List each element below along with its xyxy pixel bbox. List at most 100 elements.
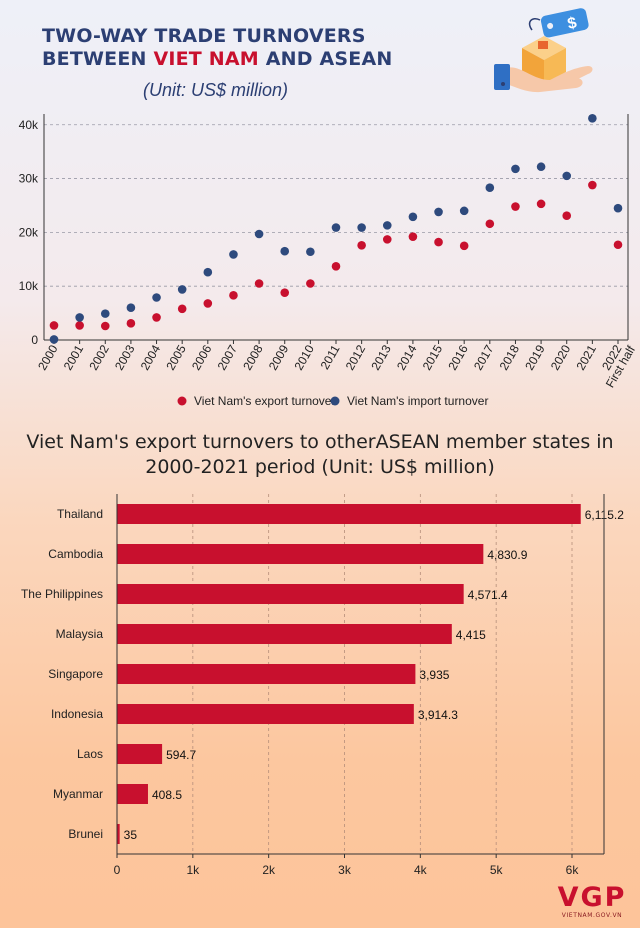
bar-the-philippines [117, 584, 464, 604]
export-point [280, 288, 290, 297]
chart1-legend: Viet Nam's export turnover Viet Nam's im… [177, 394, 488, 408]
hand-box-price-tag-icon: $ [494, 8, 593, 93]
title-line-1: TWO-WAY TRADE TURNOVERS [42, 25, 366, 47]
import-point [331, 223, 341, 232]
bar-thailand [117, 504, 581, 524]
chart2-x-tick-labels: 0 1k 2k 3k 4k 5k 6k [114, 863, 580, 877]
chart1-x-tick: 2010 [291, 342, 317, 372]
legend-import-marker [330, 396, 340, 406]
import-point [75, 313, 84, 322]
bar-value-label: 4,415 [456, 628, 486, 642]
chart1-x-tick: 2016 [445, 342, 471, 372]
bar-myanmar [117, 784, 148, 804]
import-point [382, 221, 392, 230]
export-point [254, 279, 264, 288]
chart1-x-tick: 2003 [112, 342, 138, 372]
import-point [126, 303, 136, 313]
chart1-data-points [49, 114, 623, 344]
import-point [434, 207, 443, 217]
chart1-x-tick: 2004 [138, 342, 164, 372]
chart-title: TWO-WAY TRADE TURNOVERS BETWEEN VIET NAM… [42, 25, 393, 71]
import-point [152, 293, 161, 302]
export-point [306, 279, 315, 288]
export-point [177, 304, 187, 314]
title-highlight-viet-nam: VIET NAM [153, 48, 259, 70]
title-line-2-suffix: AND ASEAN [258, 48, 393, 70]
chart1-x-tick: 2009 [266, 342, 292, 372]
chart1-x-tick: 2000 [35, 342, 61, 372]
import-point [408, 212, 418, 222]
bar-value-label: 3,914.3 [418, 708, 458, 722]
import-point [203, 267, 213, 277]
export-point [613, 240, 623, 250]
chart1-x-tick: 2006 [189, 342, 215, 372]
import-point [485, 183, 495, 193]
bar-value-label: 4,571.4 [468, 588, 508, 602]
legend-export-label: Viet Nam's export turnover [194, 394, 335, 408]
export-point [152, 313, 161, 322]
export-point [357, 240, 366, 250]
bar-value-label: 594.7 [166, 748, 196, 762]
bar-value-label: 3,935 [419, 668, 449, 682]
vgp-logo: VGP VIETNAM.GOV.VN [546, 882, 638, 920]
bar-category-label: The Philippines [21, 587, 103, 601]
chart2-axes [116, 494, 605, 858]
chart1-x-tick: 2011 [318, 342, 343, 372]
chart1-x-tick: 2019 [522, 342, 548, 372]
bar-value-label: 4,830.9 [487, 548, 527, 562]
chart1-axes [43, 114, 629, 344]
export-point [203, 299, 213, 308]
export-point [536, 199, 546, 209]
chart1-x-tick: 2021 [573, 342, 599, 372]
export-point [100, 321, 110, 331]
import-point [280, 246, 290, 256]
export-point [408, 232, 418, 241]
chart1-y-tick: 20k [19, 225, 39, 239]
chart1-y-tick: 0 [31, 333, 38, 347]
export-point [511, 202, 520, 211]
import-point [254, 229, 264, 239]
chart2-x-tick: 1k [186, 863, 200, 877]
vgp-logo-site: VIETNAM.GOV.VN [561, 912, 623, 919]
chart1-x-tick: 2012 [343, 342, 369, 372]
import-point [100, 309, 110, 318]
bar-category-label: Thailand [57, 507, 103, 521]
vgp-logo-mark: VGP [557, 882, 627, 913]
import-point [229, 250, 238, 259]
chart1-x-tick: 2015 [420, 342, 446, 372]
bar-category-label: Laos [77, 747, 103, 761]
chart2-x-tick: 0 [114, 863, 121, 877]
import-point [536, 162, 546, 172]
chart2-x-tick: 4k [414, 863, 428, 877]
svg-text:$: $ [566, 15, 578, 33]
import-point [511, 164, 520, 174]
chart1-x-tick: 2001 [61, 342, 87, 372]
chart-unit-subtitle: (Unit: US$ million) [143, 80, 289, 100]
export-point [588, 180, 597, 190]
bar-value-label: 408.5 [152, 788, 182, 802]
chart1-x-tick: 2020 [548, 342, 574, 372]
export-point [126, 319, 136, 328]
bar-malaysia [117, 624, 452, 644]
export-point [562, 211, 572, 220]
export-point [331, 261, 341, 271]
chart1-y-tick: 40k [19, 118, 39, 132]
bar-chart-title: Viet Nam's export turnovers to otherASEA… [26, 431, 614, 478]
export-point [459, 241, 469, 251]
chart1-x-tick: 2007 [215, 342, 241, 372]
chart1-x-tick: 2018 [497, 342, 523, 372]
import-point [49, 335, 59, 344]
chart1-x-tick: 2002 [86, 342, 112, 372]
bar-category-label: Brunei [68, 827, 103, 841]
chart1-x-tick-labels: 2000 2001 2002 2003 2004 2005 2006 2007 2008 2009… [35, 337, 638, 390]
chart1-x-tick: 2008 [240, 342, 266, 372]
chart2-x-tick: 5k [490, 863, 504, 877]
import-point [306, 247, 315, 257]
legend-import-label: Viet Nam's import turnover [347, 394, 488, 408]
import-point [613, 203, 623, 213]
chart1-x-tick: 2017 [471, 342, 497, 372]
chart1-x-tick: 2022First half [592, 337, 638, 390]
